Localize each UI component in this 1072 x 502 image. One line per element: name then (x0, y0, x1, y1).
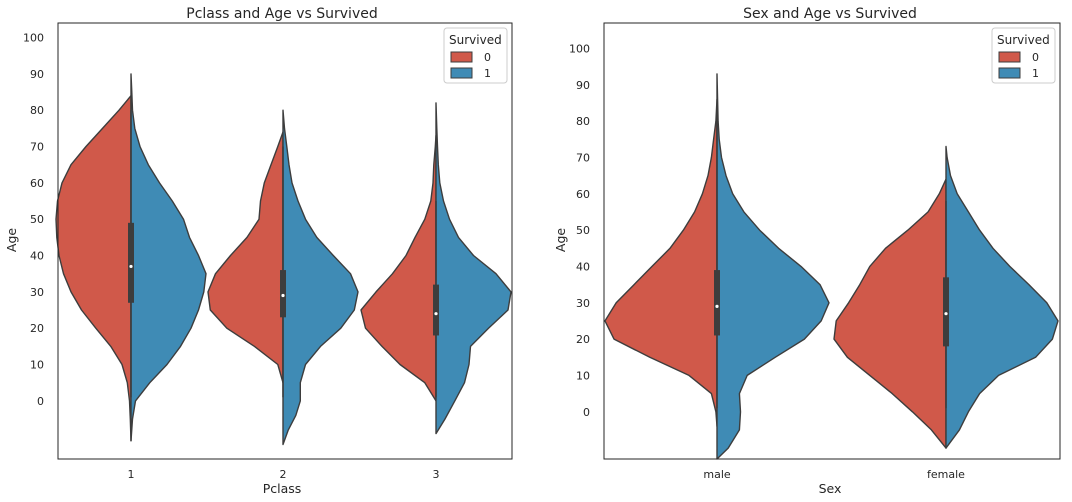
box-median-1 (129, 264, 133, 269)
legend-title: Survived (997, 33, 1050, 47)
y-tick-label: 10 (30, 359, 44, 372)
y-tick-label: 80 (30, 104, 44, 117)
y-tick-label: 20 (30, 322, 44, 335)
violin-half-2-survived-0 (207, 131, 284, 384)
plot-frame (603, 22, 1061, 460)
violin-half-1-survived-1 (130, 73, 207, 442)
y-tick-label: 100 (569, 42, 590, 55)
y-tick-label: 40 (30, 250, 44, 263)
violin-half-male-survived-1 (716, 73, 830, 460)
violin-half-male-survived-0 (604, 98, 718, 427)
box-median-3 (434, 312, 438, 316)
box-iqr-male (714, 270, 720, 336)
chart-pclass-age: Pclass and Age vs Survived Pclass Age 0 1… (4, 6, 513, 496)
box-median-2 (281, 293, 285, 298)
box-iqr-3 (433, 284, 439, 336)
y-tick-label: 30 (30, 286, 44, 299)
y-tick-label: 70 (30, 141, 44, 154)
y-tick-label: 30 (576, 297, 590, 310)
x-tick-label: 1 (128, 468, 135, 481)
y-tick-label: 50 (576, 224, 590, 237)
y-tick-label: 90 (576, 79, 590, 92)
violin-half-2-survived-1 (282, 109, 359, 446)
y-tick-label: 90 (30, 68, 44, 81)
chart-title: Pclass and Age vs Survived (186, 6, 377, 22)
violin-half-1-survived-0 (55, 95, 132, 442)
y-tick-label: 10 (576, 369, 590, 382)
legend-title: Survived (449, 33, 502, 47)
y-tick-label: 100 (23, 32, 44, 45)
violin-half-3-survived-1 (435, 102, 512, 435)
violin-half-3-survived-0 (360, 134, 437, 402)
legend-entry-0: 0 (484, 51, 491, 64)
box-iqr-1 (128, 222, 134, 303)
box-iqr-2 (280, 270, 286, 318)
legend-swatch-0 (998, 51, 1021, 63)
y-axis-label: Age (4, 228, 19, 252)
y-tick-label: 0 (37, 395, 44, 408)
y-tick-label: 0 (583, 406, 590, 419)
plot-frame (57, 22, 513, 460)
x-axis-label: Sex (819, 481, 842, 496)
x-axis-label: Pclass (263, 481, 302, 496)
legend-swatch-0 (450, 51, 473, 63)
box-median-female (944, 312, 948, 316)
x-tick-label: 2 (280, 468, 287, 481)
legend-swatch-1 (998, 67, 1021, 79)
y-tick-label: 60 (576, 188, 590, 201)
x-tick-label: male (703, 468, 731, 481)
y-tick-label: 80 (576, 115, 590, 128)
y-tick-label: 50 (30, 213, 44, 226)
y-axis-label: Age (553, 228, 568, 252)
violin-half-female-survived-1 (945, 145, 1059, 449)
x-tick-label: 3 (433, 468, 440, 481)
violin-half-female-survived-0 (833, 178, 947, 449)
box-iqr-female (943, 277, 949, 347)
legend-entry-1: 1 (1032, 67, 1039, 80)
y-tick-label: 60 (30, 177, 44, 190)
y-tick-label: 40 (576, 260, 590, 273)
legend-swatch-1 (450, 67, 473, 79)
chart-title: Sex and Age vs Survived (743, 6, 917, 22)
legend-entry-1: 1 (484, 67, 491, 80)
x-tick-label: female (927, 468, 965, 481)
y-tick-label: 70 (576, 151, 590, 164)
legend-entry-0: 0 (1032, 51, 1039, 64)
box-median-male (715, 304, 719, 308)
y-tick-label: 20 (576, 333, 590, 346)
chart-sex-age: Sex and Age vs Survived Sex Age 01020304… (553, 6, 1061, 496)
